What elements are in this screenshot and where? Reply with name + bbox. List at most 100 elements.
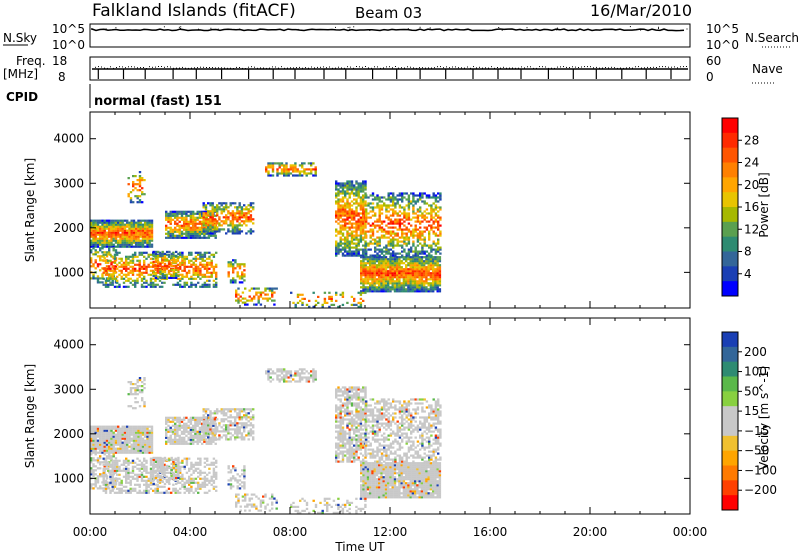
echo-cell: [212, 463, 216, 466]
echo-cell: [140, 271, 144, 274]
echo-cell: [103, 473, 106, 476]
echo-cell: [161, 472, 164, 475]
echo-cell: [152, 458, 155, 461]
echo-cell: [383, 220, 386, 223]
echo-cell: [382, 258, 385, 261]
echo-cell: [94, 453, 97, 456]
echo-cell: [180, 232, 184, 235]
echo-cell: [384, 262, 388, 265]
echo-cell: [138, 263, 141, 266]
nsky-tick-bottom: 10^0: [52, 38, 85, 52]
echo-cell: [362, 194, 365, 197]
echo-cell: [396, 194, 399, 197]
echo-cell: [165, 440, 168, 443]
echo-cell: [194, 265, 198, 268]
echo-cell: [421, 214, 424, 217]
echo-cell: [407, 286, 410, 289]
echo-cell: [146, 219, 149, 222]
echo-cell: [339, 220, 342, 223]
echo-cell: [423, 238, 426, 241]
echo-cell: [108, 437, 111, 440]
echo-cell: [398, 224, 402, 227]
echo-cell: [140, 285, 144, 288]
echo-cell: [437, 192, 440, 195]
echo-cell: [188, 265, 191, 268]
echo-cell: [364, 272, 367, 275]
echo-cell: [436, 260, 439, 263]
echo-cell: [201, 226, 204, 229]
echo-cell: [337, 222, 340, 225]
echo-cell: [337, 246, 340, 249]
echo-cell: [247, 220, 250, 223]
echo-cell: [407, 254, 411, 257]
echo-cell: [402, 268, 406, 271]
echo-cell: [129, 475, 132, 478]
echo-cell: [314, 174, 317, 177]
echo-cell: [172, 472, 176, 475]
echo-cell: [110, 241, 113, 244]
echo-cell: [400, 272, 403, 275]
echo-cell: [90, 469, 93, 472]
echo-cell: [434, 214, 438, 217]
echo-cell: [117, 219, 120, 222]
nave-point: [260, 67, 261, 69]
echo-cell: [187, 214, 190, 217]
echo-cell: [380, 208, 384, 211]
echo-cell: [149, 487, 153, 490]
echo-cell: [137, 225, 140, 228]
echo-cell: [376, 254, 379, 257]
echo-cell: [101, 429, 104, 432]
echo-cell: [102, 479, 105, 482]
echo-cell: [183, 481, 186, 484]
echo-cell: [337, 200, 340, 203]
echo-cell: [204, 220, 208, 223]
echo-cell: [102, 471, 105, 474]
echo-cell: [212, 461, 216, 464]
echo-cell: [108, 449, 111, 452]
echo-cell: [183, 218, 186, 221]
echo-cell: [202, 204, 205, 207]
echo-cell: [150, 235, 154, 238]
echo-cell: [227, 265, 230, 268]
echo-cell: [138, 189, 142, 192]
echo-cell: [290, 291, 293, 294]
echo-cell: [117, 221, 120, 224]
nave-point: [266, 67, 267, 69]
nave-point: [680, 66, 681, 68]
echo-cell: [432, 264, 435, 267]
nave-point: [362, 66, 363, 68]
nave-point: [467, 66, 468, 68]
echo-cell: [110, 231, 113, 234]
echo-cell: [199, 461, 202, 464]
echo-cell: [117, 243, 120, 246]
echo-cell: [144, 439, 147, 442]
echo-cell: [432, 258, 435, 261]
nsearch-point: [115, 27, 117, 29]
echo-cell: [403, 240, 406, 243]
echo-cell: [384, 266, 388, 269]
nave-point: [524, 67, 525, 69]
echo-cell: [90, 473, 93, 476]
echo-cell: [247, 208, 250, 211]
echo-cell: [423, 226, 426, 229]
echo-cell: [143, 483, 146, 486]
echo-cell: [416, 288, 419, 291]
echo-cell: [216, 222, 219, 225]
echo-cell: [437, 220, 440, 223]
echo-cell: [157, 466, 160, 469]
echo-cell: [369, 266, 372, 269]
echo-cell: [301, 166, 304, 169]
echo-cell: [355, 222, 358, 225]
echo-cell: [130, 229, 133, 232]
echo-cell: [116, 263, 119, 266]
echo-cell: [96, 457, 100, 460]
echo-cell: [389, 234, 393, 237]
echo-cell: [353, 184, 356, 187]
echo-cell: [196, 232, 199, 235]
echo-cell: [127, 463, 130, 466]
echo-cell: [429, 258, 433, 261]
echo-cell: [362, 288, 365, 291]
echo-cell: [111, 467, 114, 470]
echo-cell: [209, 226, 212, 229]
echo-cell: [353, 230, 356, 233]
